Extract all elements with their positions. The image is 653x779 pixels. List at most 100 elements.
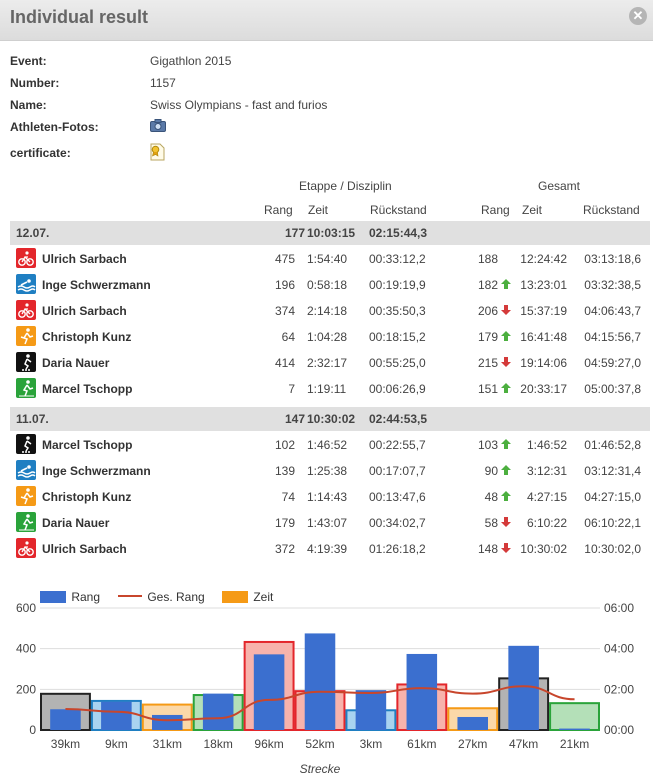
y-right-tick-label: 04:00 bbox=[604, 642, 634, 656]
window-titlebar: Individual result ✕ bbox=[0, 0, 653, 41]
stage-time: 0:58:18 bbox=[307, 278, 348, 292]
stage-rank: 64 bbox=[281, 330, 295, 344]
certificate-icon[interactable] bbox=[150, 143, 165, 161]
result-row: Daria Nauer 179 1:43:07 00:34:02,7 58 6:10:22… bbox=[10, 510, 650, 536]
total-gap: 04:06:43,7 bbox=[584, 304, 641, 318]
total-time: 19:14:06 bbox=[520, 356, 567, 370]
number-value: 1157 bbox=[150, 76, 176, 90]
inline-sport-icon bbox=[16, 434, 36, 454]
total-time: 15:37:19 bbox=[520, 304, 567, 318]
x-tick-label: 47km bbox=[509, 737, 538, 751]
stage-rank: 475 bbox=[274, 252, 295, 266]
legend-item-zeit[interactable]: Zeit bbox=[222, 590, 273, 604]
athlete-name[interactable]: Daria Nauer bbox=[42, 516, 110, 530]
total-rank: 188 bbox=[477, 252, 498, 266]
athlete-name[interactable]: Ulrich Sarbach bbox=[42, 252, 127, 266]
mtb-sport-icon bbox=[16, 378, 36, 398]
y-left-tick-label: 0 bbox=[29, 723, 36, 737]
arrow-down-icon bbox=[501, 356, 511, 367]
total-rank: 103 bbox=[477, 438, 498, 452]
x-tick-label: 39km bbox=[51, 737, 80, 751]
stage-rank: 74 bbox=[281, 490, 295, 504]
inline-sport-icon bbox=[16, 352, 36, 372]
stage-gap: 00:13:47,6 bbox=[369, 490, 426, 504]
rang-bar bbox=[101, 701, 132, 730]
legend-swatch-zeit bbox=[222, 591, 248, 603]
legend-item-ges-rang[interactable]: Ges. Rang bbox=[118, 590, 205, 604]
athlete-name[interactable]: Ulrich Sarbach bbox=[42, 542, 127, 556]
stage-zeit: 10:03:15 bbox=[307, 226, 356, 240]
x-tick-label: 52km bbox=[305, 737, 334, 751]
event-value: Gigathlon 2015 bbox=[150, 54, 232, 68]
stage-gap: 00:06:26,9 bbox=[369, 382, 426, 396]
stage-time: 2:32:17 bbox=[307, 356, 348, 370]
total-gap: 04:59:27,0 bbox=[584, 356, 641, 370]
x-tick-label: 31km bbox=[153, 737, 182, 751]
arrow-up-icon bbox=[501, 330, 511, 341]
y-left-tick-label: 200 bbox=[16, 682, 36, 696]
gesamt-header: Gesamt bbox=[538, 179, 581, 193]
stage-gap: 00:19:19,9 bbox=[369, 278, 426, 292]
x-tick-label: 61km bbox=[407, 737, 436, 751]
result-row: Daria Nauer 414 2:32:17 00:55:25,0 215 19:14:… bbox=[10, 350, 650, 376]
team-name-value: Swiss Olympians - fast and furios bbox=[150, 98, 328, 112]
athlete-name[interactable]: Christoph Kunz bbox=[42, 490, 132, 504]
team-name-label: Name: bbox=[10, 98, 47, 112]
certificate-label: certificate: bbox=[10, 146, 71, 160]
result-row: Christoph Kunz 64 1:04:28 00:18:15,2 179 16:4… bbox=[10, 324, 650, 350]
total-rank: 182 bbox=[477, 278, 498, 292]
stage-gap: 01:26:18,2 bbox=[369, 542, 426, 556]
stage-time: 1:19:11 bbox=[307, 382, 347, 396]
total-rank: 148 bbox=[477, 542, 498, 556]
rang-bar bbox=[152, 714, 183, 730]
total-gap: 01:46:52,8 bbox=[584, 438, 641, 452]
athlete-name[interactable]: Marcel Tschopp bbox=[42, 438, 133, 452]
total-rank: 215 bbox=[477, 356, 498, 370]
total-rank: 206 bbox=[477, 304, 498, 318]
total-time: 16:41:48 bbox=[520, 330, 567, 344]
legend-item-rang[interactable]: Rang bbox=[40, 590, 100, 604]
camera-icon[interactable] bbox=[150, 119, 166, 132]
result-row: Marcel Tschopp 7 1:19:11 00:06:26,9 151 20:33… bbox=[10, 376, 650, 402]
etappe-header: Etappe / Disziplin bbox=[299, 179, 392, 193]
total-rank: 151 bbox=[477, 382, 498, 396]
rang-bar bbox=[50, 709, 81, 730]
stage-date: 11.07. bbox=[16, 412, 49, 426]
athlete-name[interactable]: Inge Schwerzmann bbox=[42, 278, 151, 292]
result-row: Christoph Kunz 74 1:14:43 00:13:47,6 48 4:27:… bbox=[10, 484, 650, 510]
run-sport-icon bbox=[16, 326, 36, 346]
zeit-bar bbox=[549, 702, 600, 732]
total-time: 20:33:17 bbox=[520, 382, 567, 396]
total-gap: 05:00:37,8 bbox=[584, 382, 641, 396]
athlete-name[interactable]: Daria Nauer bbox=[42, 356, 110, 370]
athlete-name[interactable]: Ulrich Sarbach bbox=[42, 304, 127, 318]
legend-label-rang: Rang bbox=[71, 590, 101, 604]
stage-rank: 7 bbox=[288, 382, 295, 396]
y-right-tick-label: 00:00 bbox=[604, 723, 634, 737]
stage-group-row: 11.07. 147 10:30:02 02:44:53,5 bbox=[10, 407, 650, 431]
legend-label-zeit: Zeit bbox=[253, 590, 274, 604]
athlete-name[interactable]: Christoph Kunz bbox=[42, 330, 132, 344]
col-header-rang: Rang bbox=[264, 203, 293, 217]
athlete-name[interactable]: Marcel Tschopp bbox=[42, 382, 133, 396]
stage-gap: 00:17:07,7 bbox=[369, 464, 426, 478]
number-label: Number: bbox=[10, 76, 60, 90]
col-header-gesamt-rueckstand: Rückstand bbox=[583, 203, 640, 217]
total-time: 3:12:31 bbox=[526, 464, 567, 478]
stage-gap: 00:22:55,7 bbox=[369, 438, 426, 452]
total-time: 12:24:42 bbox=[520, 252, 567, 266]
total-time: 10:30:02 bbox=[520, 542, 567, 556]
stage-time: 1:25:38 bbox=[307, 464, 348, 478]
close-icon[interactable]: ✕ bbox=[629, 7, 647, 25]
result-row: Ulrich Sarbach 372 4:19:39 01:26:18,2 148 10:… bbox=[10, 536, 650, 562]
total-rank: 179 bbox=[477, 330, 498, 344]
legend-swatch-ges-rang bbox=[118, 595, 142, 597]
rang-bar bbox=[355, 690, 387, 730]
legend-label-ges-rang: Ges. Rang bbox=[147, 590, 205, 604]
total-gap: 04:15:56,7 bbox=[584, 330, 641, 344]
y-right-tick-label: 06:00 bbox=[604, 601, 634, 615]
athlete-name[interactable]: Inge Schwerzmann bbox=[42, 464, 151, 478]
stage-gap: 00:34:02,7 bbox=[369, 516, 426, 530]
stage-rang: 177 bbox=[284, 226, 305, 240]
rang-bar bbox=[304, 633, 336, 730]
